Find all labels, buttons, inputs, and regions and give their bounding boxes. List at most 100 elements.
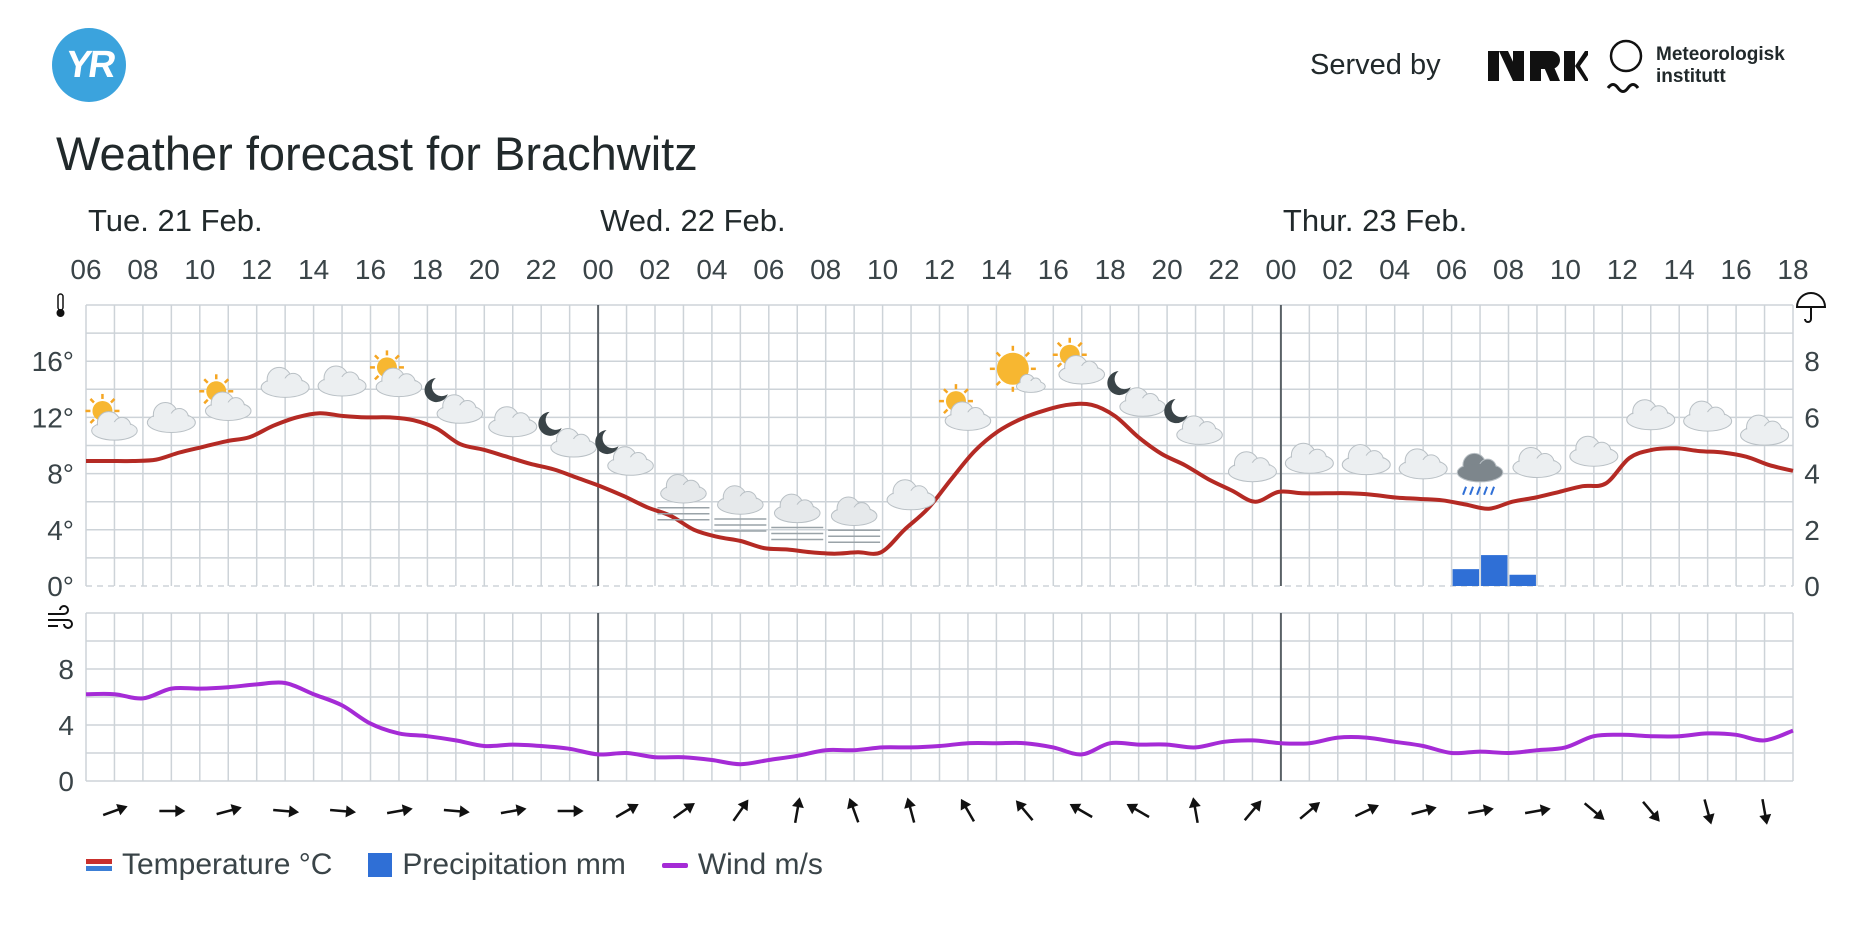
nrk-logo[interactable] bbox=[1488, 45, 1588, 85]
legend-temperature-swatch bbox=[86, 859, 112, 871]
wind-point bbox=[1279, 741, 1283, 745]
temperature-point bbox=[411, 418, 415, 422]
cloudy-icon bbox=[146, 402, 196, 434]
wind-point bbox=[738, 762, 742, 766]
cloudy-icon bbox=[488, 406, 538, 438]
wind-tick-label: 8 bbox=[58, 654, 74, 685]
wind-point bbox=[1222, 740, 1226, 744]
wind-arrow-icon bbox=[102, 803, 128, 817]
hour-tick-label: 06 bbox=[1436, 254, 1467, 285]
hour-tick-label: 08 bbox=[1493, 254, 1524, 285]
legend-precipitation[interactable]: Precipitation mm bbox=[368, 848, 626, 882]
temperature-point bbox=[1230, 488, 1234, 492]
temperature-point bbox=[1604, 481, 1608, 485]
precipitation-tick-label: 4 bbox=[1804, 459, 1820, 490]
hour-tick-label: 18 bbox=[1095, 254, 1126, 285]
wind-point bbox=[1507, 751, 1511, 755]
partly-cloudy-day-icon bbox=[199, 374, 252, 421]
met-line2: institutt bbox=[1656, 66, 1726, 87]
wind-arrow-icon bbox=[615, 803, 639, 819]
wind-grid bbox=[85, 612, 1794, 782]
hour-tick-label: 06 bbox=[753, 254, 784, 285]
wind-point bbox=[1364, 736, 1368, 740]
legend-wind[interactable]: Wind m/s bbox=[661, 848, 823, 882]
hour-tick-labels: 06 08 10 12 14 16 18 20 22 00 02 04 06 08 10 12 14 16 18 20… bbox=[70, 254, 1808, 285]
yr-logo[interactable]: YR bbox=[52, 28, 126, 102]
wind-point bbox=[1393, 740, 1397, 744]
temperature-point bbox=[1066, 403, 1070, 407]
temperature-point bbox=[482, 448, 486, 452]
wind-line[interactable] bbox=[85, 680, 1794, 767]
precipitation-tick-label: 6 bbox=[1804, 402, 1820, 433]
temperature-point bbox=[1487, 507, 1491, 511]
wind-point bbox=[1051, 745, 1055, 749]
temperature-point bbox=[1581, 484, 1585, 488]
wind-arrow-icon bbox=[960, 798, 976, 823]
temperature-point bbox=[1113, 414, 1117, 418]
hour-tick-label: 00 bbox=[583, 254, 614, 285]
temperature-point bbox=[949, 477, 953, 481]
wind-arrow-icon bbox=[904, 797, 916, 823]
wind-point bbox=[625, 751, 629, 755]
cloudy-icon bbox=[260, 366, 310, 398]
wind-point bbox=[1450, 751, 1454, 755]
temperature-tick-label: 8° bbox=[47, 459, 74, 490]
rain-icon bbox=[1456, 452, 1504, 496]
wind-point bbox=[824, 748, 828, 752]
wind-point bbox=[1535, 748, 1539, 752]
partly-cloudy-night-icon bbox=[424, 378, 484, 424]
precipitation-tick-label: 0 bbox=[1804, 571, 1820, 602]
weather-symbols bbox=[85, 337, 1790, 544]
wind-arrow-icon bbox=[500, 804, 527, 817]
cloudy-icon bbox=[1626, 399, 1676, 431]
wind-point bbox=[1592, 734, 1596, 738]
temperature-point bbox=[1043, 408, 1047, 412]
legend-precipitation-label: Precipitation mm bbox=[402, 848, 626, 881]
temperature-point bbox=[318, 411, 322, 415]
wind-point bbox=[994, 741, 998, 745]
temperature-point bbox=[154, 458, 158, 462]
wind-arrow-icon bbox=[1583, 802, 1605, 820]
temperature-point bbox=[692, 528, 696, 532]
wind-arrow-icon bbox=[792, 797, 804, 824]
precipitation-bar[interactable] bbox=[1452, 569, 1480, 586]
hour-tick-label: 02 bbox=[1322, 254, 1353, 285]
thermometer-icon bbox=[56, 293, 65, 317]
temperature-point bbox=[809, 550, 813, 554]
wind-point bbox=[141, 696, 145, 700]
wind-point bbox=[539, 744, 543, 748]
temperature-point bbox=[528, 462, 532, 466]
met-institute-logo[interactable] bbox=[1604, 38, 1650, 98]
hour-tick-label: 00 bbox=[1265, 254, 1296, 285]
partly-cloudy-night-icon bbox=[538, 411, 597, 458]
temperature-point bbox=[1721, 451, 1725, 455]
fog-icon bbox=[657, 474, 710, 521]
wind-point bbox=[1791, 729, 1795, 733]
precipitation-bar[interactable] bbox=[1509, 574, 1536, 586]
hour-tick-label: 12 bbox=[924, 254, 955, 285]
temperature-point bbox=[1019, 417, 1023, 421]
temperature-tick-label: 16° bbox=[32, 346, 74, 377]
partly-cloudy-night-icon bbox=[1107, 371, 1166, 417]
wind-point bbox=[681, 755, 685, 759]
precipitation-tick-label: 8 bbox=[1804, 346, 1820, 377]
hour-tick-label: 20 bbox=[469, 254, 500, 285]
hour-tick-label: 14 bbox=[1664, 254, 1695, 285]
legend-temperature[interactable]: Temperature °C bbox=[86, 848, 332, 882]
cloudy-icon bbox=[886, 479, 936, 511]
temperature-point bbox=[1768, 463, 1772, 467]
wind-point bbox=[1763, 738, 1767, 742]
temperature-point bbox=[294, 415, 298, 419]
temperature-point bbox=[879, 550, 883, 554]
wind-direction-arrows bbox=[102, 797, 1772, 825]
hour-tick-label: 14 bbox=[298, 254, 329, 285]
day-label: Wed. 22 Feb. bbox=[600, 203, 786, 238]
temperature-series bbox=[86, 401, 1794, 556]
precipitation-bar[interactable] bbox=[1481, 555, 1508, 586]
wind-point bbox=[1649, 734, 1653, 738]
temperature-point bbox=[1160, 452, 1164, 456]
temperature-line[interactable] bbox=[86, 401, 1794, 556]
wind-arrow-icon bbox=[1468, 804, 1494, 817]
wind-point bbox=[283, 681, 287, 685]
hour-tick-label: 02 bbox=[639, 254, 670, 285]
